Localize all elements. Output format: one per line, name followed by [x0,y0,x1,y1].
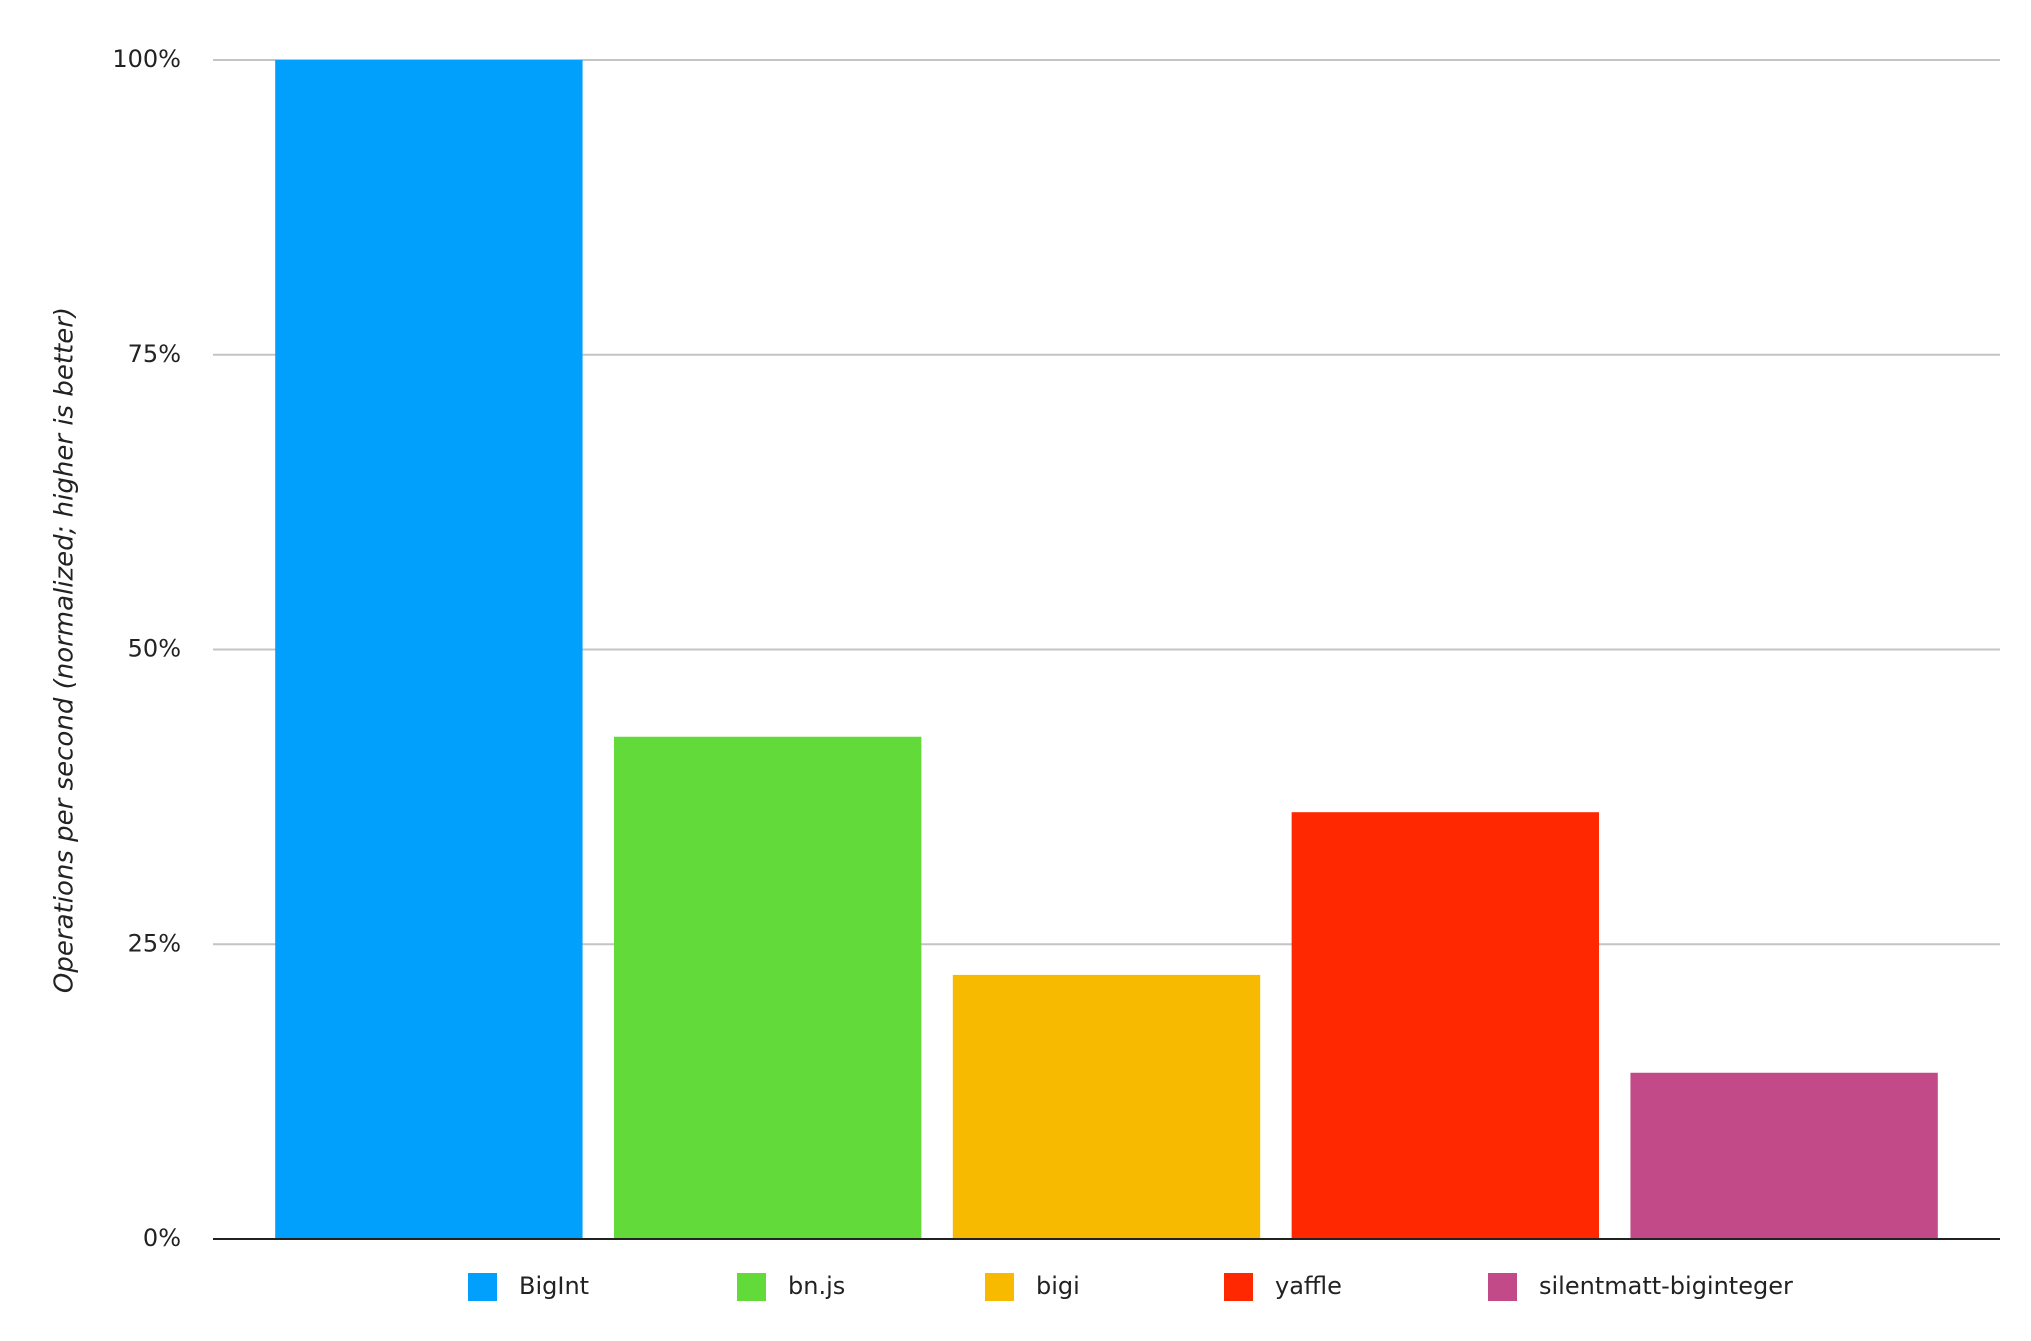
y-tick-label: 25% [128,929,181,957]
bar [952,974,1261,1239]
legend-label: BigInt [519,1272,589,1300]
y-axis-label: Operations per second (normalized; highe… [50,307,80,993]
legend-label: bigi [1036,1272,1080,1300]
y-tick-label: 100% [112,45,181,73]
bar [275,60,583,1239]
legend-swatch [468,1273,497,1301]
legend-label: bn.js [788,1272,845,1300]
legend-label: yaffle [1275,1272,1342,1300]
bar [614,736,922,1239]
legend-swatch [1224,1273,1253,1301]
legend-label: silentmatt-biginteger [1539,1272,1793,1300]
y-tick-label: 0% [143,1224,181,1252]
legend-swatch [737,1273,766,1301]
y-tick-label: 50% [128,635,181,663]
bar [1630,1072,1938,1239]
legend-swatch [985,1273,1014,1301]
legend-swatch [1488,1273,1517,1301]
bar [1291,812,1599,1239]
y-tick-label: 75% [128,340,181,368]
